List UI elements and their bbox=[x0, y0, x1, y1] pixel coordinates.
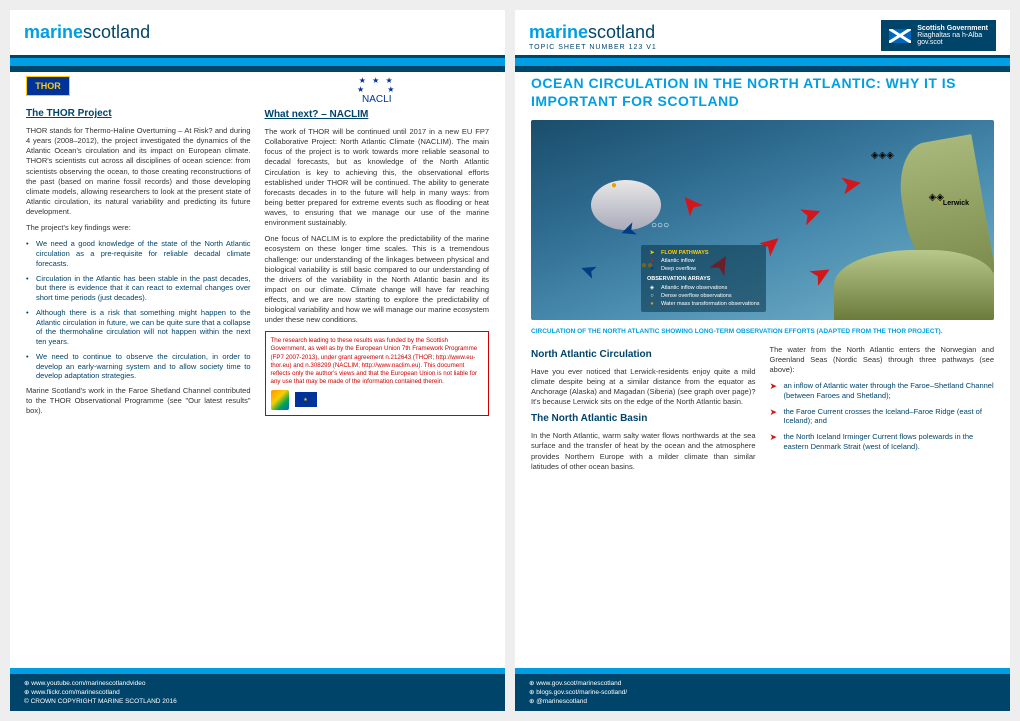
circulation-heading: North Atlantic Circulation bbox=[531, 349, 756, 361]
flow-arrow-red-6: ➤ bbox=[805, 257, 837, 292]
brand-logo: marinescotland bbox=[529, 22, 655, 43]
text-columns: North Atlantic Circulation Have you ever… bbox=[515, 345, 1010, 478]
circulation-p1: Have you ever noticed that Lerwick-resid… bbox=[531, 367, 756, 408]
naclim-p2: One focus of NACLIM is to explore the pr… bbox=[265, 234, 490, 325]
page-title: OCEAN CIRCULATION IN THE NORTH ATLANTIC:… bbox=[531, 74, 994, 110]
map-legend: ➤ FLOW PATHWAYS ➤ Atlantic inflow ➤ Deep ov… bbox=[641, 245, 766, 313]
pathway-3: the North Iceland Irminger Current flows… bbox=[770, 432, 995, 452]
brand-part2: scotland bbox=[83, 22, 150, 42]
footer-link-blog[interactable]: blogs.gov.scot/marine-scotland/ bbox=[529, 688, 996, 697]
col-naclim: ★ ★ ★★ ★ NACLI What next? – NACLIM The w… bbox=[265, 76, 490, 422]
col-pathways: The water from the North Atlantic enters… bbox=[770, 345, 995, 478]
flow-arrow-red-3: ➤ bbox=[839, 169, 864, 201]
finding-2: Circulation in the Atlantic has been sta… bbox=[26, 274, 251, 303]
page-right: marinescotland TOPIC SHEET NUMBER 123 V1… bbox=[515, 10, 1010, 711]
legend-circle-icon: ○ bbox=[647, 292, 657, 300]
footer-copyright: © CROWN COPYRIGHT MARINE SCOTLAND 2016 bbox=[24, 697, 491, 706]
legend-i2: Deep overflow bbox=[661, 265, 696, 273]
header-right: marinescotland TOPIC SHEET NUMBER 123 V1… bbox=[515, 10, 1010, 58]
naclim-heading: What next? – NACLIM bbox=[265, 109, 490, 121]
lerwick-label: Lerwick bbox=[938, 200, 969, 207]
mooring-icon-5: ● bbox=[611, 180, 617, 191]
col-thor: THOR The THOR Project THOR stands for Th… bbox=[26, 76, 251, 422]
footer-link-yt[interactable]: www.youtube.com/marinescotlandvideo bbox=[24, 679, 491, 688]
header-wave-inner bbox=[10, 58, 505, 66]
map-caption: CIRCULATION OF THE NORTH ATLANTIC SHOWIN… bbox=[531, 328, 994, 336]
brand-part2: scotland bbox=[588, 22, 655, 42]
legend-h2: OBSERVATION ARRAYS bbox=[647, 275, 710, 283]
brand-part1: marine bbox=[24, 22, 83, 42]
gov-badge: Scottish Government Riaghaltas na h-Alba… bbox=[881, 20, 996, 51]
mooring-icon-1: ◈◈◈ bbox=[871, 150, 894, 161]
brand-logo: marinescotland bbox=[24, 22, 150, 43]
flow-arrow-blue-2: ➤ bbox=[578, 258, 599, 283]
footer-link-flickr[interactable]: www.flickr.com/marinescotland bbox=[24, 688, 491, 697]
footer-accent bbox=[515, 668, 1010, 674]
gov-l1: Scottish Government bbox=[917, 25, 988, 32]
legend-i1: Atlantic inflow bbox=[661, 257, 695, 265]
basin-p1: In the North Atlantic, warm salty water … bbox=[531, 431, 756, 472]
badge-row: THOR bbox=[26, 76, 251, 96]
saltire-icon bbox=[889, 29, 911, 43]
legend-i4: Dense overflow observations bbox=[661, 292, 732, 300]
topic-line: TOPIC SHEET NUMBER 123 V1 bbox=[529, 44, 657, 51]
funding-box: The research leading to these results wa… bbox=[265, 331, 490, 415]
thor-p2: The project's key findings were: bbox=[26, 223, 251, 233]
footer-left: www.youtube.com/marinescotlandvideo www.… bbox=[10, 674, 505, 711]
thor-p1: THOR stands for Thermo-Haline Overturnin… bbox=[26, 126, 251, 217]
gov-l2: Riaghaltas na h-Alba bbox=[917, 32, 988, 39]
footer-right: www.gov.scot/marinescotland blogs.gov.sc… bbox=[515, 674, 1010, 711]
circulation-map: ➤ ➤ ➤ ➤ ➤ ➤ ➤ ➤ ◈◈◈ ◈◈ ○○○ ●● ● Lerwick … bbox=[531, 120, 994, 320]
col-circulation: North Atlantic Circulation Have you ever… bbox=[531, 345, 756, 478]
key-findings: We need a good knowledge of the state of… bbox=[26, 239, 251, 381]
footer-accent bbox=[10, 668, 505, 674]
legend-diamond-icon: ◈ bbox=[647, 284, 657, 292]
legend-h1: FLOW PATHWAYS bbox=[661, 249, 709, 257]
eu-flag-icon: ★ bbox=[295, 392, 317, 407]
thor-badge: THOR bbox=[26, 76, 70, 96]
brand-part1: marine bbox=[529, 22, 588, 42]
footer-link-twitter[interactable]: @marinescotland bbox=[529, 697, 996, 706]
pathway-1: an inflow of Atlantic water through the … bbox=[770, 381, 995, 401]
footer-link-gov[interactable]: www.gov.scot/marinescotland bbox=[529, 679, 996, 688]
mooring-icon-3: ○○○ bbox=[651, 220, 669, 231]
fp7-logo-icon bbox=[271, 390, 289, 410]
legend-i3: Atlantic inflow observations bbox=[661, 284, 727, 292]
flow-arrow-red-2: ➤ bbox=[797, 198, 826, 232]
naclim-p1: The work of THOR will be continued until… bbox=[265, 127, 490, 228]
eu-stars-icon: ★ ★ ★★ ★ bbox=[265, 76, 490, 94]
pathways-intro: The water from the North Atlantic enters… bbox=[770, 345, 995, 375]
thor-p3: Marine Scotland's work in the Faroe Shet… bbox=[26, 386, 251, 416]
content-left: THOR The THOR Project THOR stands for Th… bbox=[10, 58, 505, 422]
thor-heading: The THOR Project bbox=[26, 108, 251, 120]
basin-heading: The North Atlantic Basin bbox=[531, 413, 756, 425]
gov-l3: gov.scot bbox=[917, 39, 988, 46]
naclim-logo: ★ ★ ★★ ★ NACLI bbox=[265, 76, 490, 105]
finding-3: Although there is a risk that something … bbox=[26, 308, 251, 347]
land-uk bbox=[834, 250, 994, 320]
pathway-2: the Faroe Current crosses the Iceland–Fa… bbox=[770, 407, 995, 427]
flow-arrow-red-5: ➤ bbox=[673, 188, 708, 222]
header-left: marinescotland bbox=[10, 10, 505, 58]
legend-i5: Water mass transformation observations bbox=[661, 300, 760, 308]
legend-arrow-icon: ➤ bbox=[647, 249, 657, 257]
funding-text: The research leading to these results wa… bbox=[271, 337, 478, 384]
legend-blue-icon: ➤ bbox=[647, 265, 657, 273]
finding-1: We need a good knowledge of the state of… bbox=[26, 239, 251, 268]
legend-dot-icon: ● bbox=[647, 300, 657, 308]
page-left: marinescotland THOR The THOR Project THO… bbox=[10, 10, 505, 711]
gov-text: Scottish Government Riaghaltas na h-Alba… bbox=[917, 25, 988, 46]
fp7-logos: ★ bbox=[271, 390, 484, 410]
header-wave-inner bbox=[515, 58, 1010, 66]
finding-4: We need to continue to observe the circu… bbox=[26, 352, 251, 381]
pathway-list: an inflow of Atlantic water through the … bbox=[770, 381, 995, 452]
legend-red-icon: ➤ bbox=[647, 257, 657, 265]
naclim-text: NACLI bbox=[265, 94, 490, 105]
